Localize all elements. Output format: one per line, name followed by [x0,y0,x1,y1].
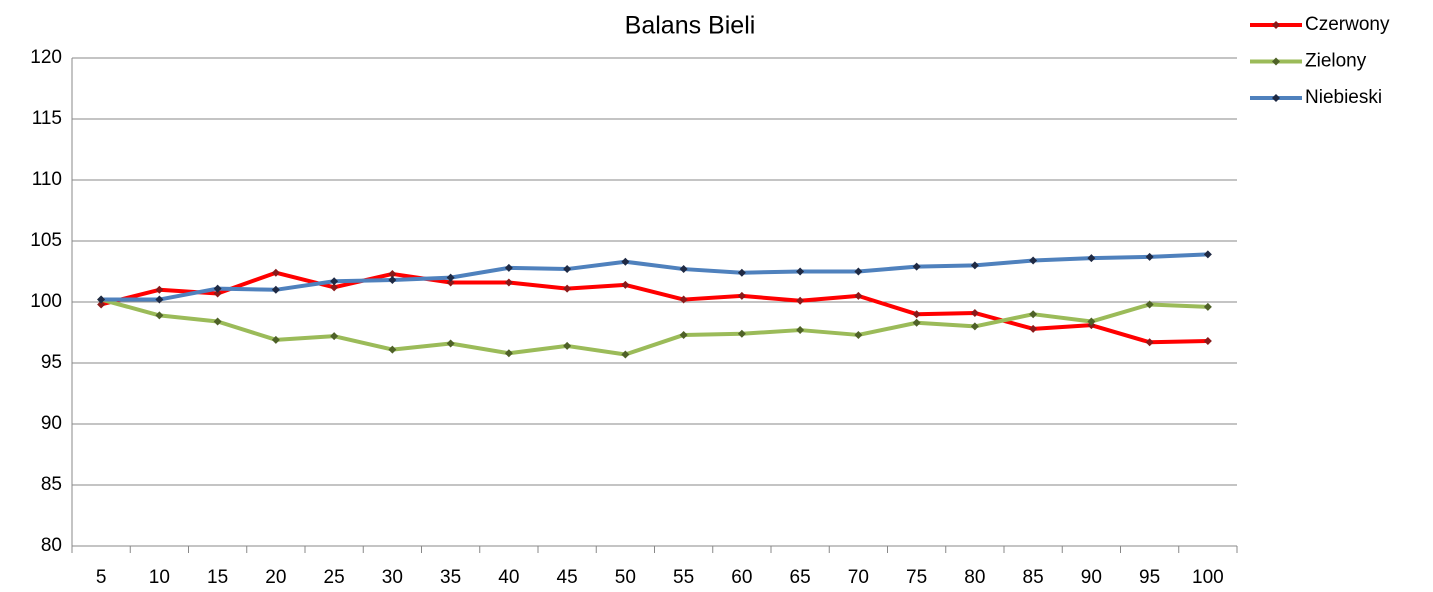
data-point [1029,310,1038,319]
data-point [504,263,513,272]
data-point [330,277,339,286]
data-point [737,329,746,338]
x-tick-label: 55 [673,567,694,588]
data-point [854,330,863,339]
series-line [100,270,1208,345]
y-tick-label: 100 [30,291,62,312]
data-point [271,335,280,344]
data-point [679,265,688,274]
data-point [97,300,106,309]
x-tick-label: 25 [324,567,345,588]
y-tick-label: 90 [41,413,62,434]
data-point [621,257,630,266]
data-point [563,341,572,350]
data-point [737,268,746,277]
data-point [504,349,513,358]
data-point [155,311,164,320]
data-point [796,267,805,276]
data-point [970,308,979,317]
legend-label: Zielony [1305,51,1367,72]
data-point [330,332,339,341]
x-tick-label: 45 [557,567,578,588]
x-tick-label: 65 [790,567,811,588]
data-point [446,273,455,282]
x-tick-label: 75 [906,567,927,588]
x-tick-label: 10 [149,567,170,588]
y-tick-label: 80 [41,535,62,556]
data-point [854,267,863,276]
x-tick-label: 80 [964,567,985,588]
data-point [679,330,688,339]
x-tick-label: 50 [615,567,636,588]
data-point [97,295,106,304]
y-tick-label: 120 [30,47,62,68]
data-point [446,278,455,287]
chart-title: Balans Bieli [625,12,756,40]
data-point [271,268,280,277]
data-point [213,289,222,298]
x-tick-label: 5 [96,567,107,588]
data-point [1087,254,1096,263]
x-tick-label: 15 [207,567,228,588]
data-point [679,295,688,304]
data-point [388,345,397,354]
data-point [155,295,164,304]
x-tick-label: 20 [265,567,286,588]
x-tick-label: 30 [382,567,403,588]
data-point [213,284,222,293]
y-tick-label: 95 [41,352,62,373]
legend-label: Czerwony [1305,14,1390,35]
data-point [563,265,572,274]
data-point [1145,252,1154,261]
data-point [1087,317,1096,326]
x-tick-label: 35 [440,567,461,588]
data-point [271,285,280,294]
data-point [737,291,746,300]
x-tick-label: 95 [1139,567,1160,588]
data-point [155,285,164,294]
data-point [1203,337,1212,346]
data-point [912,310,921,319]
y-tick-label: 110 [32,169,62,190]
data-point [1203,302,1212,311]
data-point [1145,300,1154,309]
x-tick-label: 100 [1192,567,1224,588]
data-point [1029,324,1038,333]
y-tick-label: 115 [32,108,62,129]
data-point [970,261,979,270]
data-point [621,280,630,289]
data-point [446,339,455,348]
x-tick-label: 90 [1081,567,1102,588]
data-point [796,326,805,335]
legend-marker [1272,21,1280,29]
data-point [388,269,397,278]
x-tick-label: 40 [498,567,519,588]
y-tick-label: 105 [30,230,62,251]
data-point [504,278,513,287]
x-tick-label: 60 [731,567,752,588]
data-point [213,317,222,326]
y-tick-label: 85 [41,474,62,495]
data-point [854,291,863,300]
data-point [912,262,921,271]
legend-marker [1272,57,1280,66]
series-line [100,297,1208,357]
data-point [912,318,921,327]
data-point [970,322,979,331]
x-tick-label: 85 [1023,567,1044,588]
data-point [330,283,339,292]
data-point [388,276,397,285]
legend-marker [1272,94,1280,102]
series-line [101,252,1208,302]
data-point [1029,256,1038,265]
x-tick-label: 70 [848,567,869,588]
data-point [796,296,805,305]
data-point [621,350,630,359]
data-point [1203,250,1212,259]
data-point [1145,338,1154,347]
legend-label: Niebieski [1305,87,1382,108]
data-point [563,284,572,293]
